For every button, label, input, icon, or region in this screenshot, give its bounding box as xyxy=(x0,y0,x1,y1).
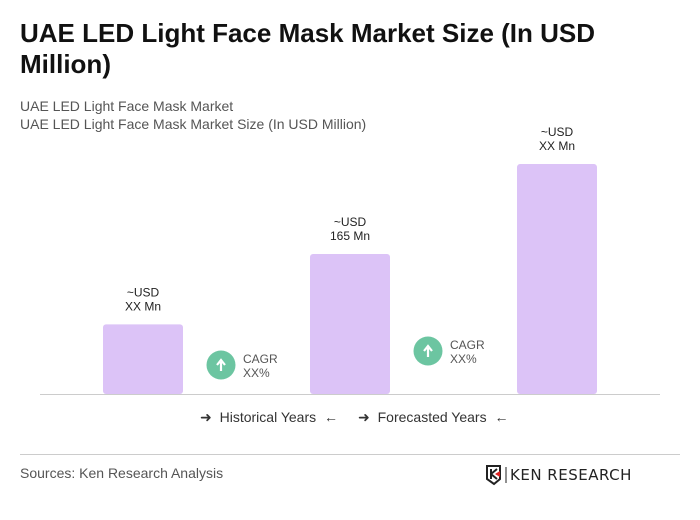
data-label: XX Mn xyxy=(539,139,575,153)
cagr-value: XX% xyxy=(243,366,270,380)
chart-subtitle: UAE LED Light Face Mask Market xyxy=(20,98,234,114)
footer-divider xyxy=(20,454,680,455)
cagr-value: XX% xyxy=(450,352,477,366)
arrow-right-icon: ➜ xyxy=(358,409,370,425)
arrow-right-icon: ➜ xyxy=(200,409,212,425)
svg-text:KEN RESEARCH: KEN RESEARCH xyxy=(510,466,632,484)
data-label: ~USD xyxy=(334,215,367,229)
cagr-label: CAGR xyxy=(450,338,485,352)
bar xyxy=(103,324,183,394)
arrow-left-icon: ← xyxy=(494,409,509,425)
data-label: ~USD xyxy=(127,285,160,299)
arrow-up-icon xyxy=(216,358,226,371)
cagr-label: CAGR xyxy=(243,352,278,366)
arrow-left-icon: ← xyxy=(324,409,339,425)
legend-forecasted: ➜ Forecasted Years ← xyxy=(358,409,508,426)
ken-research-logo: KEN RESEARCH xyxy=(486,464,656,491)
bar xyxy=(517,164,597,394)
bar xyxy=(310,254,390,394)
arrow-up-icon xyxy=(423,344,433,357)
legend-historical-label: Historical Years xyxy=(219,409,317,425)
chart-title: UAE LED Light Face Mask Market Size (In … xyxy=(20,18,596,79)
source-note: Sources: Ken Research Analysis xyxy=(20,465,224,481)
data-label: 165 Mn xyxy=(330,229,370,243)
data-label: XX Mn xyxy=(125,299,161,313)
legend-forecasted-label: Forecasted Years xyxy=(377,409,487,425)
chart-subtitle-2: UAE LED Light Face Mask Market Size (In … xyxy=(20,116,367,132)
data-label: ~USD xyxy=(541,125,574,139)
legend-historical: ➜ Historical Years ← xyxy=(200,409,338,426)
